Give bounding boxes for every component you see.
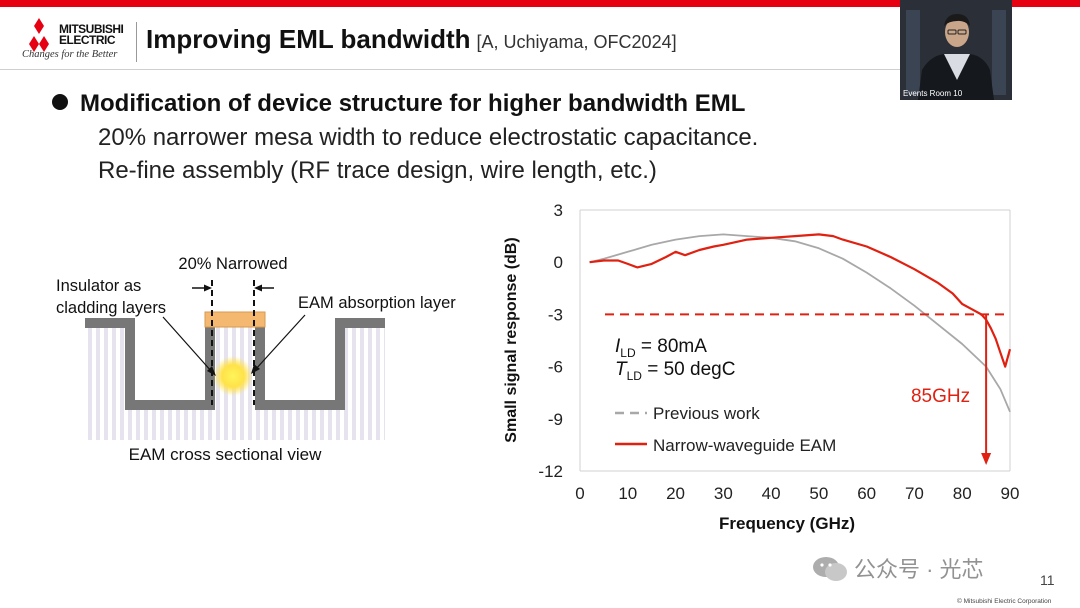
- x-tick-label: 50: [809, 484, 828, 503]
- y-tick-label: -12: [538, 462, 563, 481]
- condition-ild: ILD = 80mA: [615, 336, 707, 360]
- sub-point-1: 20% narrower mesa width to reduce electr…: [98, 124, 759, 151]
- legend-label-narrow: Narrow-waveguide EAM: [653, 436, 836, 455]
- tld-value: = 50 degC: [642, 359, 736, 380]
- chart-legend: Previous work Narrow-waveguide EAM: [615, 404, 836, 455]
- brand-line1: MITSUBISHI: [59, 22, 124, 36]
- narrowed-arrow-right-icon: [254, 284, 262, 292]
- slide-number: 11: [1040, 572, 1055, 588]
- ild-value: = 80mA: [636, 336, 708, 357]
- slide-title: Improving EML bandwidth [A, Uchiyama, OFC…: [146, 24, 677, 55]
- y-tick-label: -6: [548, 358, 563, 377]
- ild-subscript: LD: [620, 346, 636, 360]
- optical-mode-glow: [213, 356, 253, 396]
- legend-label-previous: Previous work: [653, 404, 760, 423]
- x-tick-label: 90: [1001, 484, 1020, 503]
- insulator-label-line2: cladding layers: [56, 299, 166, 317]
- x-tick-label: 70: [905, 484, 924, 503]
- y-tick-label: 3: [554, 201, 563, 220]
- copyright-notice: © Mitsubishi Electric Corporation: [957, 598, 1052, 605]
- x-tick-label: 20: [666, 484, 685, 503]
- x-axis-label: Frequency (GHz): [719, 514, 855, 533]
- chart-axes: [579, 209, 1011, 472]
- sub-point-2: Re-fine assembly (RF trace design, wire …: [98, 157, 657, 184]
- wechat-icon: [813, 557, 847, 581]
- eam-absorption-layer: [204, 311, 266, 328]
- header-rule: [0, 69, 900, 70]
- camera-feed: Events Room 10: [900, 0, 1012, 100]
- x-tick-label: 40: [762, 484, 781, 503]
- y-tick-label: 0: [554, 253, 563, 272]
- diagram-caption: EAM cross sectional view: [129, 445, 322, 464]
- tld-symbol: T: [615, 359, 628, 380]
- cutoff-arrow-head-icon: [981, 453, 992, 465]
- x-tick-label: 30: [714, 484, 733, 503]
- brand-line2: ELECTRIC: [59, 33, 116, 47]
- insulator-label-line1: Insulator as: [56, 277, 141, 295]
- mitsubishi-logo: [29, 18, 49, 52]
- condition-tld: TLD = 50 degC: [615, 359, 735, 383]
- header-divider: [136, 22, 137, 62]
- y-tick-label: -9: [548, 410, 563, 429]
- x-tick-label: 60: [857, 484, 876, 503]
- eam-layer-label: EAM absorption layer: [298, 294, 456, 312]
- presenter-video: [900, 0, 1012, 100]
- insulator-pointer-icon: [207, 366, 216, 376]
- bullet-dot-icon: [52, 94, 68, 110]
- main-bullet: Modification of device structure for hig…: [52, 90, 745, 118]
- y-axis-label: Small signal response (dB): [503, 237, 520, 442]
- slide-reference: [A, Uchiyama, OFC2024]: [476, 32, 677, 52]
- eam-layer-pointer-icon: [251, 364, 260, 374]
- main-bullet-text: Modification of device structure for hig…: [80, 90, 746, 117]
- narrowed-label: 20% Narrowed: [178, 255, 287, 273]
- x-tick-label: 10: [618, 484, 637, 503]
- top-accent-bar: [0, 0, 1080, 7]
- x-tick-label: 80: [953, 484, 972, 503]
- eam-cross-section-diagram: 20% Narrowed Insulator as cladding layer…: [56, 255, 456, 464]
- ild-symbol: I: [615, 336, 621, 357]
- slide-title-text: Improving EML bandwidth: [146, 24, 471, 54]
- y-tick-label: -3: [548, 305, 563, 324]
- series-previous-work: [589, 233, 1011, 413]
- brand-tagline: Changes for the Better: [22, 49, 118, 60]
- watermark-text: 公众号 · 光芯: [854, 557, 984, 582]
- camera-room-label: Events Room 10: [903, 89, 963, 98]
- tld-subscript: LD: [627, 369, 643, 383]
- cutoff-frequency-label: 85GHz: [911, 386, 970, 407]
- wechat-watermark: 公众号 · 光芯: [812, 552, 984, 584]
- narrowed-arrow-left-icon: [204, 284, 212, 292]
- x-tick-label: 0: [575, 484, 584, 503]
